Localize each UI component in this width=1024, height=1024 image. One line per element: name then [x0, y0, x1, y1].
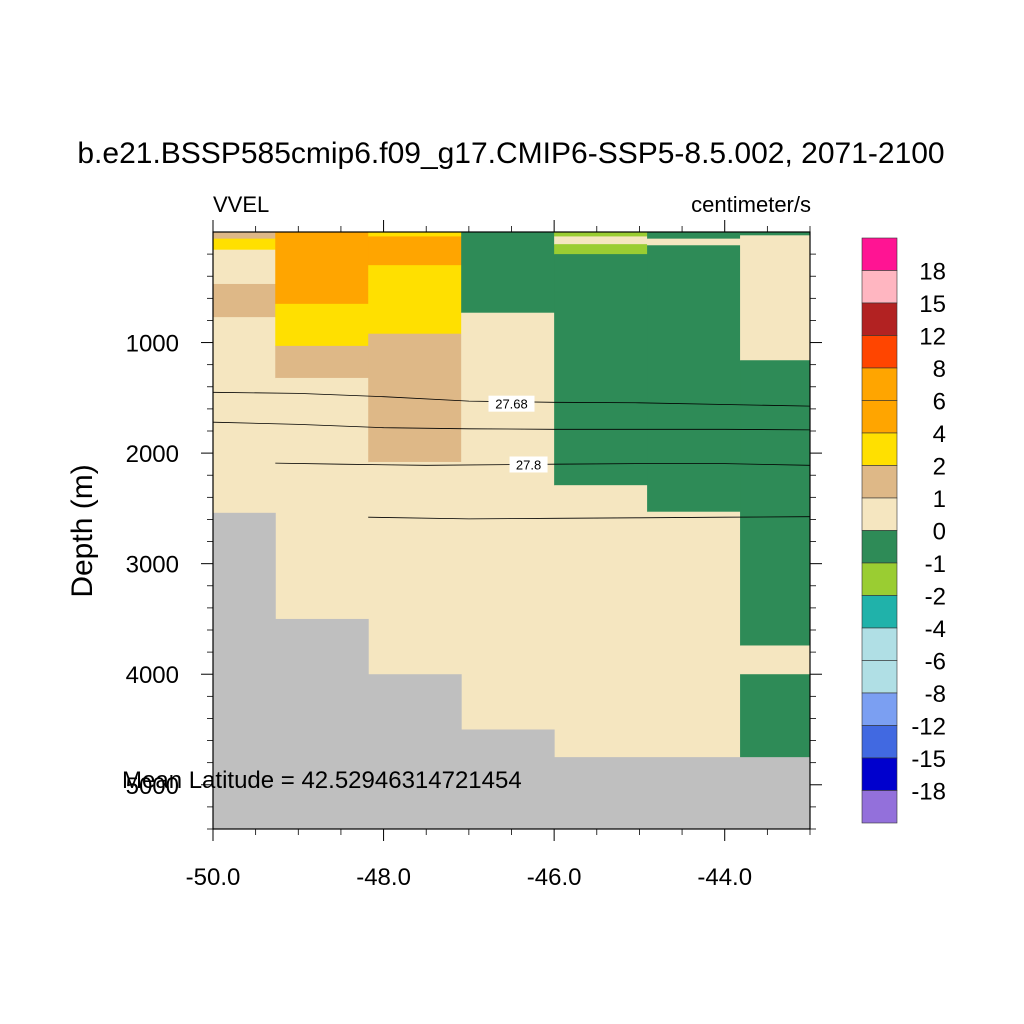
colorbar-label: 12 [919, 324, 946, 351]
data-cell [554, 236, 648, 245]
colorbar-label: -1 [925, 551, 946, 578]
data-cell [275, 345, 369, 379]
colorbar-label: -12 [911, 714, 946, 741]
colorbar: 18 15 12 8 6 4 2 1 0 -1 -2 -4 -6 -8 -12 -15 -18 [861, 237, 946, 824]
data-cell [213, 283, 276, 318]
data-cell [275, 377, 369, 620]
colorbar-label: 18 [919, 259, 946, 286]
colorbar-swatch [861, 302, 898, 336]
data-cell [368, 232, 462, 237]
data-cell [275, 232, 369, 305]
colorbar-swatch [861, 497, 898, 531]
data-cell [461, 232, 555, 314]
contour-label-box [509, 456, 548, 473]
contour-line [275, 462, 811, 466]
data-cell [740, 235, 811, 361]
data-cell [740, 674, 811, 758]
land-mask [554, 757, 811, 830]
contour-line [212, 421, 811, 431]
data-cell [461, 312, 555, 730]
data-cell [647, 232, 741, 240]
colorbar-swatch [861, 400, 898, 434]
colorbar-label: 6 [933, 389, 946, 416]
colorbar-swatch [861, 660, 898, 694]
colorbar-swatch [861, 465, 898, 499]
colorbar-label: 8 [933, 356, 946, 383]
y-axis-title: Depth (m) [66, 464, 99, 597]
y-tick-label: 2000 [126, 441, 179, 468]
colorbar-label: 4 [933, 421, 946, 448]
data-cell [213, 249, 276, 285]
land-mask [368, 674, 462, 830]
data-cell [740, 232, 811, 236]
chart-title: b.e21.BSSP585cmip6.f09_g17.CMIP6-SSP5-8.… [77, 137, 944, 170]
data-cell [213, 238, 276, 251]
colorbar-swatch [861, 237, 898, 271]
colorbar-swatch [861, 725, 898, 759]
colorbar-label: 1 [933, 486, 946, 513]
colorbar-swatch [861, 432, 898, 466]
y-tick-label: 5000 [126, 773, 179, 800]
data-cell [647, 238, 741, 246]
colorbar-swatch [861, 757, 898, 791]
land-mask [213, 512, 276, 830]
land-mask [461, 729, 555, 830]
colorbar-label: -6 [925, 649, 946, 676]
land-mask [275, 618, 369, 830]
data-cell [554, 485, 648, 758]
x-tick-label: -46.0 [527, 864, 582, 891]
mean-latitude-annotation: Mean Latitude = 42.52946314721454 [122, 767, 522, 794]
colorbar-label: -8 [925, 681, 946, 708]
contour-line [368, 516, 811, 520]
data-cell [368, 236, 462, 266]
colorbar-swatch [861, 270, 898, 304]
data-cell [647, 511, 741, 758]
data-cell [554, 232, 648, 237]
colorbar-swatch [861, 627, 898, 661]
colorbar-swatch [861, 335, 898, 369]
colorbar-swatch [861, 692, 898, 726]
density-contours: 27.68 27.8 [212, 391, 811, 520]
contour-label-box [488, 395, 535, 412]
data-cell [213, 232, 276, 240]
data-cell [740, 645, 811, 675]
colorbar-swatch [861, 790, 898, 824]
y-tick-label: 1000 [126, 331, 179, 358]
data-cell [275, 303, 369, 347]
colorbar-label: -4 [925, 616, 946, 643]
colorbar-label: -15 [911, 746, 946, 773]
x-tick-label: -48.0 [356, 864, 411, 891]
colorbar-swatch [861, 562, 898, 596]
variable-label: VVEL [213, 192, 269, 217]
data-cell [213, 317, 276, 514]
colorbar-label: 0 [933, 519, 946, 546]
colorbar-swatch [861, 530, 898, 564]
colorbar-label: 2 [933, 454, 946, 481]
data-cell [368, 265, 462, 335]
x-tick-label: -50.0 [186, 864, 241, 891]
colorbar-swatch [861, 367, 898, 401]
colorbar-label: -18 [911, 779, 946, 806]
data-cell [368, 461, 462, 675]
y-tick-label: 3000 [126, 552, 179, 579]
contour-label: 27.8 [516, 457, 541, 472]
contour-label: 27.68 [495, 397, 528, 412]
data-cell [647, 245, 741, 513]
x-tick-label: -44.0 [697, 864, 752, 891]
y-tick-label: 4000 [126, 662, 179, 689]
colorbar-swatch [861, 595, 898, 629]
units-label: centimeter/s [691, 192, 811, 217]
plot-area [213, 232, 811, 830]
data-cell [554, 244, 648, 255]
axis-ticks: -50.0 -48.0 -46.0 -44.0 1000 2000 3000 4000 5000 [126, 220, 822, 891]
data-cell [740, 360, 811, 646]
colorbar-label: 15 [919, 291, 946, 318]
colorbar-label: -2 [925, 584, 946, 611]
data-cell [554, 254, 648, 486]
